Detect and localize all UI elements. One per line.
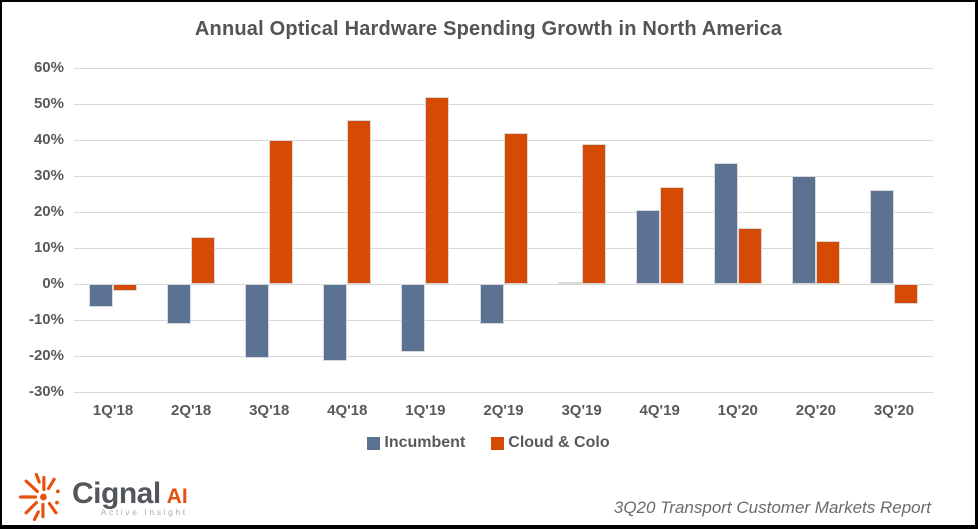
logo-tagline-text: Active Insight [100,507,188,517]
y-axis-label--10: -10% [28,311,64,328]
starburst-icon [18,473,60,521]
y-axis-label-0: 0% [42,275,64,292]
cignal-logo: Cignal AI Active Insight [14,468,188,525]
y-axis-label-60: 60% [33,59,64,76]
logo-brand-text: Cignal [72,477,161,510]
bar-cloud-colo-3Q19 [581,143,606,284]
x-axis-label-2Q20: 2Q'20 [795,402,836,419]
y-axis-label-50: 50% [33,95,64,112]
chart-title: Annual Optical Hardware Spending Growth … [194,18,783,40]
bar-cloud-colo-1Q18 [113,284,138,292]
bar-incumbent-3Q19 [557,281,582,284]
bar-cloud-colo-2Q20 [815,240,840,284]
x-axis-label-3Q18: 3Q'18 [249,402,290,419]
legend: Incumbent Cloud & Colo [2,434,975,452]
x-axis-label-1Q18: 1Q'18 [92,402,134,419]
x-axis-label-4Q19: 4Q'19 [639,402,680,419]
legend-item-incumbent: Incumbent [367,434,465,452]
bar-cloud-colo-1Q19 [425,96,450,284]
logo-suffix-text: AI [166,485,188,508]
bar-incumbent-4Q19 [635,210,660,284]
gridline-0 [74,284,933,285]
bar-cloud-colo-4Q18 [347,120,372,284]
x-axis-label-2Q18: 2Q'18 [170,402,212,419]
gridline--10 [74,320,933,321]
bar-incumbent-2Q19 [479,284,504,324]
gridline-50 [74,104,933,105]
legend-item-cloud-colo: Cloud & Colo [491,434,610,452]
y-axis-label-20: 20% [33,203,64,220]
y-axis-label--20: -20% [28,347,64,364]
bar-incumbent-1Q19 [401,284,426,353]
bar-cloud-colo-3Q18 [269,140,294,284]
bar-incumbent-2Q18 [167,284,192,324]
gridline-60 [74,68,933,69]
gridline--20 [74,356,933,357]
bar-incumbent-1Q18 [89,284,114,308]
bar-incumbent-3Q20 [869,190,894,284]
x-axis-label-3Q20: 3Q'20 [873,402,915,419]
bar-cloud-colo-2Q18 [191,237,216,284]
y-axis-label-40: 40% [33,131,64,148]
bar-incumbent-1Q20 [713,163,738,284]
bar-cloud-colo-1Q20 [737,228,762,284]
incumbent-swatch-icon [367,436,381,450]
bar-cloud-colo-4Q19 [659,186,684,284]
x-axis-label-1Q19: 1Q'19 [405,402,446,419]
bar-cloud-colo-3Q20 [893,284,918,304]
bar-incumbent-4Q18 [323,284,348,362]
report-caption: 3Q20 Transport Customer Markets Report [613,498,931,517]
bar-cloud-colo-2Q19 [503,132,528,284]
x-axis-label-3Q19: 3Q'19 [561,402,602,419]
x-axis-label-1Q20: 1Q'20 [717,402,758,419]
cloud-colo-swatch-icon [491,436,505,450]
x-axis-label-4Q18: 4Q'18 [327,402,368,419]
x-axis-label-2Q19: 2Q'19 [483,402,524,419]
gridline--30 [74,392,933,393]
legend-label-cloud-colo: Cloud & Colo [508,434,610,451]
bar-incumbent-3Q18 [245,284,270,358]
y-axis-label-30: 30% [33,167,64,184]
y-axis-label-10: 10% [33,239,64,256]
y-axis-label--30: -30% [28,383,64,400]
bar-incumbent-2Q20 [791,176,816,284]
legend-label-incumbent: Incumbent [384,434,466,451]
plot-area: 60% 50% 40% 30% 20% 10% 0% -10% -20% -30% 1Q'18 2Q'… [29,60,933,419]
